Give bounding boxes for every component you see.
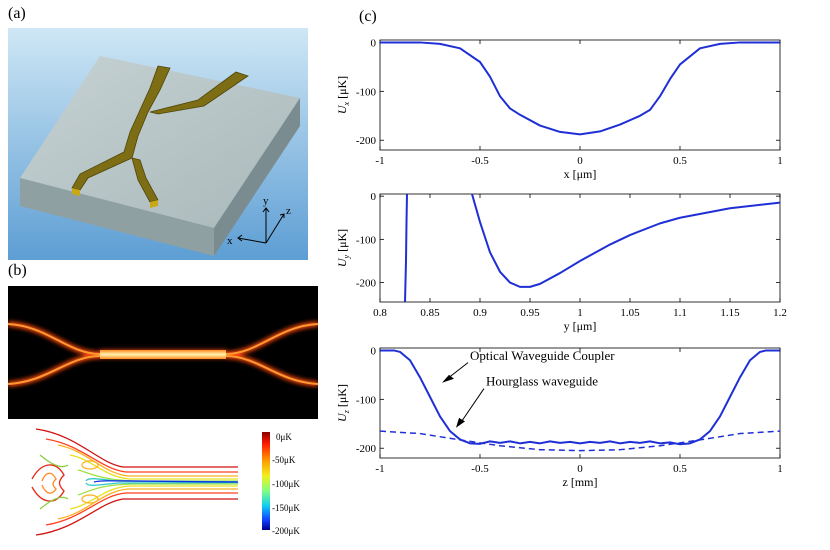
chart-ux: -1 -0.5 0 0.5 1 0 -100 -200 x [μm] Ux [μK]	[335, 37, 783, 181]
chart-uz: -1 -0.5 0 0.5 1 0 -100 -200 z [mm] Uz [μK] Optical…	[335, 345, 783, 489]
series-line-uy-left-branch	[404, 194, 408, 302]
x-tick-label: 1	[577, 307, 583, 319]
axis-z-label: z	[286, 205, 291, 217]
x-tick-label: 1.1	[673, 307, 687, 319]
arrowhead-coupler	[442, 374, 454, 383]
series-line-hourglass-waveguide	[380, 430, 780, 452]
slab-side	[214, 98, 300, 256]
slab-front	[20, 178, 214, 256]
colorbar-tick-2: -100μK	[272, 479, 300, 489]
y-tick-label: 0	[371, 345, 377, 357]
y-axis-label: Uz [μK]	[335, 384, 351, 422]
y-tick-label: 0	[371, 37, 377, 49]
arrow-hourglass	[459, 388, 485, 425]
x-tick-label: -0.5	[471, 463, 489, 475]
series-line-optical-waveguide-coupler	[380, 349, 780, 446]
panel-b-intensity-map	[8, 286, 318, 419]
x-tick-label: 1.15	[720, 307, 740, 319]
colorbar-tick-3: -150μK	[272, 503, 300, 513]
panel-a-label: (a)	[8, 5, 26, 22]
waveguide-structure	[71, 65, 249, 208]
y-tick-label: -200	[356, 135, 377, 147]
slab-top	[20, 56, 300, 228]
colorbar-gradient	[262, 432, 270, 530]
axes-triad	[237, 207, 285, 244]
x-tick-label: 1.05	[620, 307, 640, 319]
x-tick-label: -1	[375, 155, 384, 167]
x-tick-label: 1.2	[773, 307, 787, 319]
panel-b-contour-plot	[31, 428, 239, 536]
contour-lines	[31, 428, 239, 536]
series-line-uy	[471, 194, 780, 288]
axis-x-label: x	[227, 235, 233, 247]
y-tick-label: -200	[356, 443, 377, 455]
chart-uy: 0.8 0.85 0.9 0.95 1 1.05 1.1 1.15 1.2 0 -100 -200 y …	[335, 191, 787, 333]
annotation-hourglass: Hourglass waveguide	[486, 374, 598, 389]
y-tick-label: -100	[356, 394, 377, 406]
series-line-ux	[380, 41, 780, 136]
x-axis-label: z [mm]	[563, 475, 598, 489]
arrowhead-hourglass	[456, 417, 465, 428]
coupler-core	[100, 350, 226, 359]
x-tick-label: 0.8	[373, 307, 387, 319]
x-tick-label: 0.5	[673, 463, 687, 475]
x-tick-label: 0.95	[520, 307, 540, 319]
y-tick-label: -200	[356, 278, 377, 290]
axis-y-label: y	[263, 195, 269, 207]
x-axis-label: y [μm]	[564, 319, 597, 333]
y-axis-label: Ux [μK]	[335, 76, 351, 114]
panel-a-render: y z x	[8, 28, 308, 260]
x-tick-label: 0	[577, 155, 583, 167]
x-tick-label: 0.85	[420, 307, 440, 319]
colorbar: 0μK -50μK -100μK -150μK -200μK	[262, 432, 300, 536]
y-tick-label: 0	[371, 191, 377, 203]
x-axis-label: x [μm]	[564, 167, 597, 181]
x-tick-label: 0.9	[473, 307, 487, 319]
x-tick-label: 0.5	[673, 155, 687, 167]
y-axis-label: Uy [μK]	[335, 229, 351, 267]
x-tick-label: 1	[777, 463, 783, 475]
x-tick-label: -0.5	[471, 155, 489, 167]
colorbar-tick-4: -200μK	[272, 526, 300, 536]
x-tick-label: -1	[375, 463, 384, 475]
y-tick-label: -100	[356, 86, 377, 98]
annotation-coupler: Optical Waveguide Coupler	[470, 348, 615, 363]
colorbar-tick-0: 0μK	[276, 432, 292, 442]
x-tick-label: 0	[577, 463, 583, 475]
x-tick-label: 1	[777, 155, 783, 167]
panel-b-label: (b)	[8, 262, 27, 279]
panel-c-label: (c)	[359, 8, 377, 25]
plot-frame	[379, 347, 781, 459]
colorbar-tick-1: -50μK	[272, 455, 296, 465]
y-tick-label: -100	[356, 234, 377, 246]
